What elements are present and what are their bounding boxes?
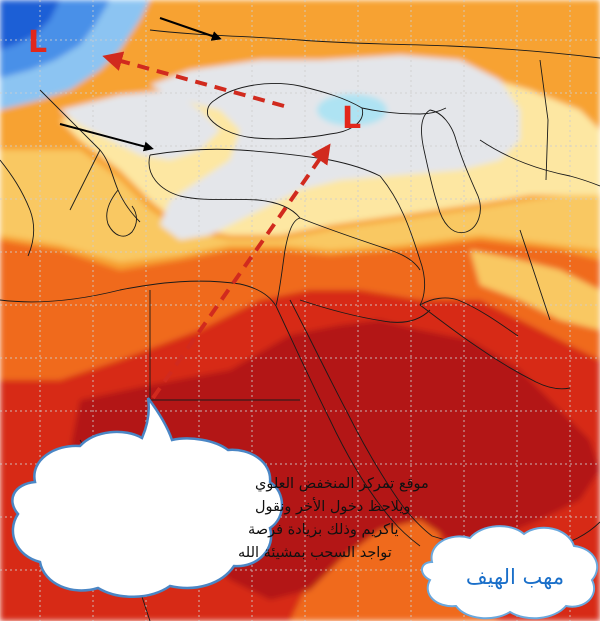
- callout-line-3: ياكريم وذلك بزيادة فرصة: [248, 522, 399, 538]
- saudi-border: [299, 299, 431, 323]
- callout-cloud: [11, 397, 284, 598]
- field-orange-top: [150, 0, 600, 40]
- caucasus-border: [361, 107, 447, 115]
- wind-arrows: [59, 17, 222, 152]
- black-sea-coast: [207, 83, 364, 140]
- afghan-border: [519, 229, 551, 321]
- trajectory-arrow-north: [151, 143, 331, 400]
- field-cold-deep: [0, 0, 60, 50]
- callout-bubble: موقع تمركز المنخفض العلوي ويلاحظ دخول ال…: [11, 397, 429, 598]
- field-orange-north: [0, 0, 600, 130]
- east-border: [539, 59, 549, 181]
- persian-gulf: [419, 297, 571, 390]
- brand-cloud-shape: [421, 525, 599, 620]
- trajectory-arrow-west: [102, 51, 285, 108]
- central-asia-border: [479, 139, 600, 187]
- callout-line-1: موقع تمركز المنخفض العلوي: [255, 476, 429, 492]
- low-pressure-markers: L L: [28, 25, 361, 136]
- callout-line-2: ويلاحظ دخول الأخر ونقول: [255, 497, 410, 515]
- red-sea: [275, 299, 433, 547]
- field-neutral: [150, 55, 520, 240]
- balkans-coast: [39, 89, 141, 223]
- field-neutral-tail: [60, 90, 220, 160]
- brand-text: مهب الهيف: [466, 565, 564, 589]
- trajectory-arrows: [102, 51, 331, 400]
- low-marker-northwest: L: [28, 25, 47, 60]
- north-africa-coast: [0, 280, 277, 307]
- wind-arrow-west: [59, 123, 154, 152]
- levant-coast: [275, 217, 301, 307]
- caspian-coast: [421, 109, 481, 234]
- iraq-border: [299, 217, 421, 271]
- field-warm-yellow: [0, 150, 600, 262]
- field-trough-light: [317, 94, 387, 126]
- wind-arrow-north: [159, 17, 222, 41]
- iran-border: [379, 175, 426, 306]
- italy-coast: [0, 159, 35, 257]
- low-marker-caspian: L: [342, 101, 361, 136]
- greece-coast: [106, 189, 137, 237]
- brand-cloud: مهب الهيف: [421, 525, 599, 620]
- anatolia-coast: [148, 148, 381, 219]
- field-warm-yellow-se: [470, 250, 600, 330]
- russia-border: [149, 29, 600, 59]
- callout-line-4: تواجد السحب بمشيئة الله: [238, 545, 392, 561]
